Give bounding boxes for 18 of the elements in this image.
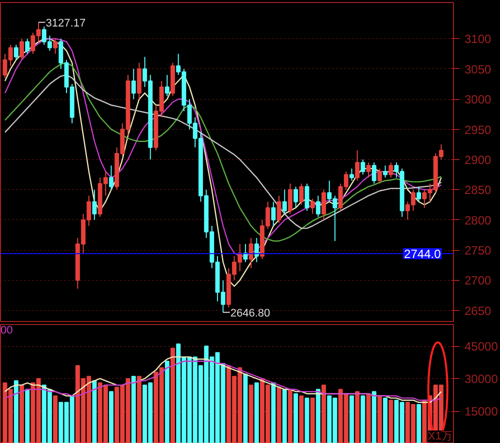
y-tick-label: 15000 <box>464 404 498 419</box>
annotation: 00 <box>0 324 13 336</box>
y-tick-label: 2900 <box>464 152 492 167</box>
y-axis-title: X1万 <box>428 430 453 442</box>
y-tick-label: 3100 <box>464 32 492 46</box>
y-tick-label: 2700 <box>464 274 492 288</box>
y-tick-label: 45000 <box>464 340 498 354</box>
y-tick-label: 2800 <box>464 213 492 228</box>
y-tick-label: 2850 <box>464 183 492 198</box>
y-tick-label: 2650 <box>464 304 492 318</box>
annotation: 3127.17 <box>46 17 86 30</box>
ref-line-label: 2744.0 <box>404 247 442 262</box>
annotation: 2646.80 <box>230 307 270 320</box>
y-tick-label: 2750 <box>464 244 492 258</box>
y-tick-label: 3000 <box>464 92 492 107</box>
y-tick-label: 30000 <box>464 372 498 386</box>
y-tick-label: 3050 <box>464 62 492 76</box>
y-tick-label: 2950 <box>464 122 492 137</box>
